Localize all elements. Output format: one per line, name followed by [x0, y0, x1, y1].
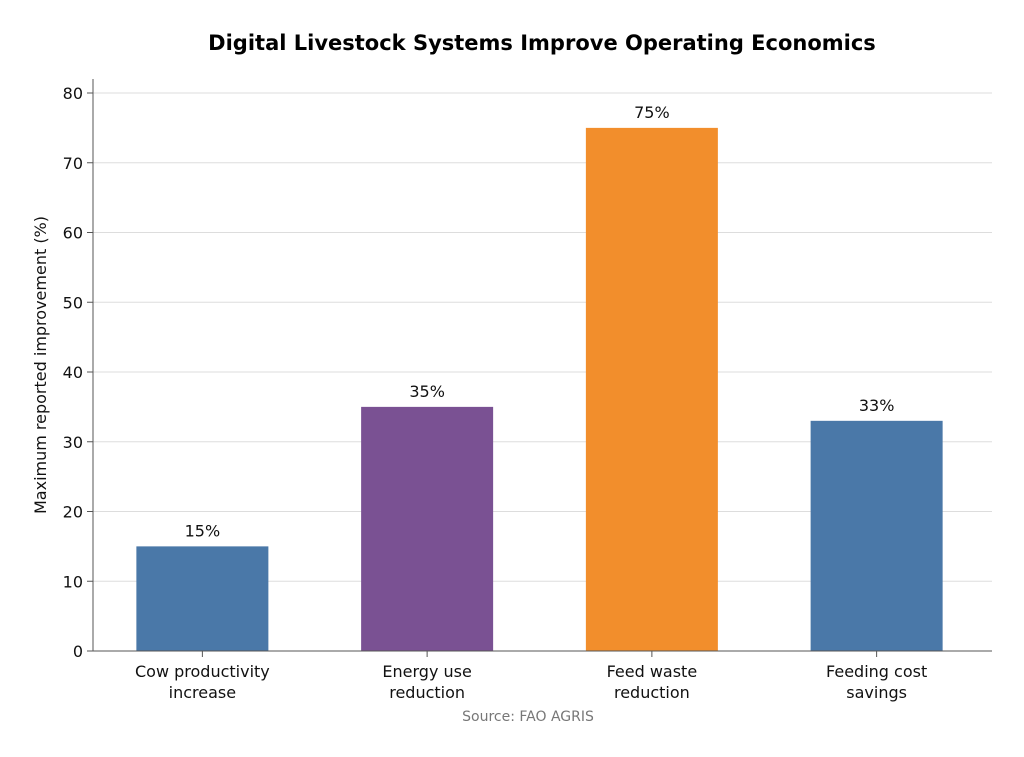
bar — [585, 127, 718, 651]
grid-lines — [93, 92, 992, 582]
source-note: Source: FAO AGRIS — [462, 709, 594, 725]
bar — [810, 420, 943, 651]
x-tick-label: reduction — [614, 683, 690, 702]
y-tick-label: 0 — [73, 642, 83, 661]
y-tick-label: 40 — [63, 363, 83, 382]
x-tick-label: reduction — [389, 683, 465, 702]
bars — [136, 127, 943, 651]
y-tick-label: 80 — [63, 84, 83, 103]
data-label: 15% — [185, 521, 221, 540]
data-labels: 15% 35% 75% 33% — [185, 103, 895, 541]
data-label: 33% — [859, 396, 895, 415]
y-tick-label: 60 — [63, 224, 83, 243]
y-ticks: 0 10 20 30 40 50 60 70 80 — [63, 84, 93, 661]
y-tick-label: 20 — [63, 503, 83, 522]
x-tick-label: Feeding cost — [826, 662, 927, 681]
bar — [136, 546, 269, 651]
x-tick-label: savings — [846, 683, 907, 702]
bar — [361, 406, 494, 651]
y-axis-label: Maximum reported improvement (%) — [31, 216, 50, 514]
x-tick-label: Cow productivity — [135, 662, 270, 681]
x-ticks: Cow productivity increase Energy use reduct… — [135, 651, 927, 702]
y-tick-label: 10 — [63, 572, 83, 591]
chart-title: Digital Livestock Systems Improve Operat… — [208, 31, 876, 55]
y-tick-label: 70 — [63, 154, 83, 173]
x-tick-label: Feed waste — [607, 662, 698, 681]
x-tick-label: Energy use — [382, 662, 471, 681]
data-label: 75% — [634, 103, 670, 122]
x-tick-label: increase — [169, 683, 236, 702]
data-label: 35% — [409, 382, 445, 401]
y-tick-label: 50 — [63, 293, 83, 312]
y-tick-label: 30 — [63, 433, 83, 452]
